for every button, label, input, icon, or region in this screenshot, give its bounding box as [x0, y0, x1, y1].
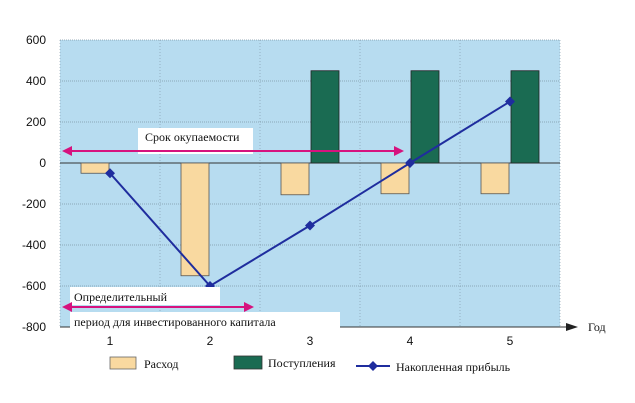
payback-annotation: Срок окупаемости: [62, 128, 404, 156]
y-tick-label: -800: [22, 320, 46, 334]
profit-point: [105, 168, 115, 179]
payback-label: Срок окупаемости: [145, 130, 240, 144]
x-tick-labels: 1 2 3 4 5: [107, 334, 514, 348]
y-tick-label: -600: [22, 279, 46, 293]
profit-point: [405, 158, 415, 168]
expense-bar: [180, 162, 210, 277]
expense-bar: [80, 162, 110, 174]
y-tick-label: -200: [22, 197, 46, 211]
y-tick-label: 600: [26, 33, 46, 47]
x-tick-label: 1: [107, 334, 114, 348]
legend-label-profit: Накопленная прибыль: [396, 360, 511, 374]
legend-item-expense: Расход: [109, 356, 178, 371]
x-tick-label: 5: [507, 334, 514, 348]
legend-label-income: Поступления: [268, 356, 336, 370]
y-tick-label: 0: [39, 156, 46, 170]
x-tick-label: 3: [307, 334, 314, 348]
legend-marker: [368, 361, 378, 371]
legend-item-income: Поступления: [233, 355, 336, 370]
expense-bar: [280, 162, 310, 196]
y-tick-label: 400: [26, 74, 46, 88]
x-axis-label: Год: [588, 320, 606, 334]
income-bar: [510, 70, 540, 164]
y-tick-label: -400: [22, 238, 46, 252]
legend-label-expense: Расход: [144, 357, 178, 371]
bars: [80, 70, 540, 277]
y-tick-labels: 600 400 200 0 -200 -400 -600 -800: [22, 33, 46, 334]
expense-bar: [480, 162, 510, 195]
period-label-line2: период для инвестированного капитала: [74, 315, 276, 329]
income-bar: [410, 70, 440, 164]
profit-point: [305, 220, 315, 231]
y-tick-label: 200: [26, 115, 46, 129]
income-bar: [310, 70, 340, 164]
period-annotation: Определительный период для инвестированн…: [62, 287, 340, 329]
legend-item-profit: Накопленная прибыль: [356, 360, 511, 374]
x-axis-arrow: [566, 323, 578, 331]
x-tick-label: 2: [207, 334, 214, 348]
x-tick-label: 4: [407, 334, 414, 348]
plot-area: [60, 40, 560, 327]
period-label-line1: Определительный: [74, 290, 168, 304]
legend: Расход Поступления Накопленная прибыль: [109, 355, 511, 374]
profit-point: [505, 96, 515, 107]
